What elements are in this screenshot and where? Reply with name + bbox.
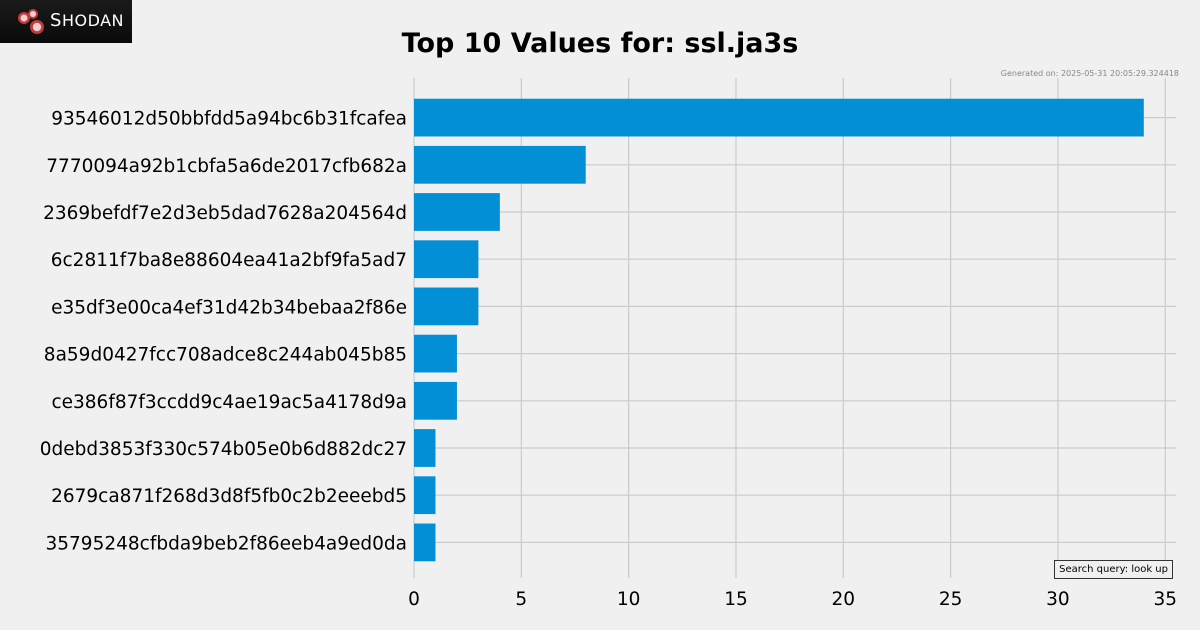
x-tick-label: 25	[939, 589, 963, 610]
category-label: e35df3e00ca4ef31d42b34bebaa2f86e	[51, 297, 407, 318]
category-label: 8a59d0427fcc708adce8c244ab045b85	[44, 345, 407, 366]
category-label: ce386f87f3ccdd9c4ae19ac5a4178d9a	[51, 392, 407, 413]
x-tick-label: 20	[832, 589, 856, 610]
search-query-badge: Search query: look up	[1054, 560, 1173, 579]
x-tick-label: 5	[515, 589, 527, 610]
x-tick-label: 0	[408, 589, 420, 610]
bar-8	[414, 429, 436, 467]
bar-3	[414, 193, 500, 231]
bar-10	[414, 523, 436, 562]
brand-name: SHODAN	[50, 10, 125, 31]
x-tick-label: 30	[1046, 589, 1070, 610]
category-label: 93546012d50bbfdd5a94bc6b31fcafea	[51, 109, 407, 130]
bar-7	[414, 381, 457, 420]
shodan-logo[interactable]: SHODAN	[0, 0, 132, 43]
category-label: 2679ca871f268d3d8f5fb0c2b2eeebd5	[51, 486, 407, 507]
bar-4	[414, 240, 479, 279]
x-tick-label: 15	[724, 589, 748, 610]
category-label: 0debd3853f330c574b05e0b6d882dc27	[40, 439, 407, 460]
chart-title: Top 10 Values for: ssl.ja3s	[401, 28, 799, 59]
category-label: 2369befdf7e2d3eb5dad7628a204564d	[43, 203, 407, 224]
x-tick-label: 35	[1153, 589, 1177, 610]
bar-9	[414, 476, 436, 515]
bar-2	[414, 145, 586, 184]
x-tick-label: 10	[617, 589, 641, 610]
shodan-logo-icon	[18, 9, 44, 34]
category-label: 6c2811f7ba8e88604ea41a2bf9fa5ad7	[51, 250, 407, 271]
bar-5	[414, 287, 479, 326]
generated-timestamp: Generated on: 2025-05-31 20:05:29.324418	[1000, 69, 1179, 78]
category-label: 7770094a92b1cbfa5a6de2017cfb682a	[46, 156, 407, 177]
bar-6	[414, 334, 457, 373]
category-label: 35795248cfbda9beb2f86eeb4a9ed0da	[46, 533, 408, 554]
bar-1	[414, 98, 1144, 137]
